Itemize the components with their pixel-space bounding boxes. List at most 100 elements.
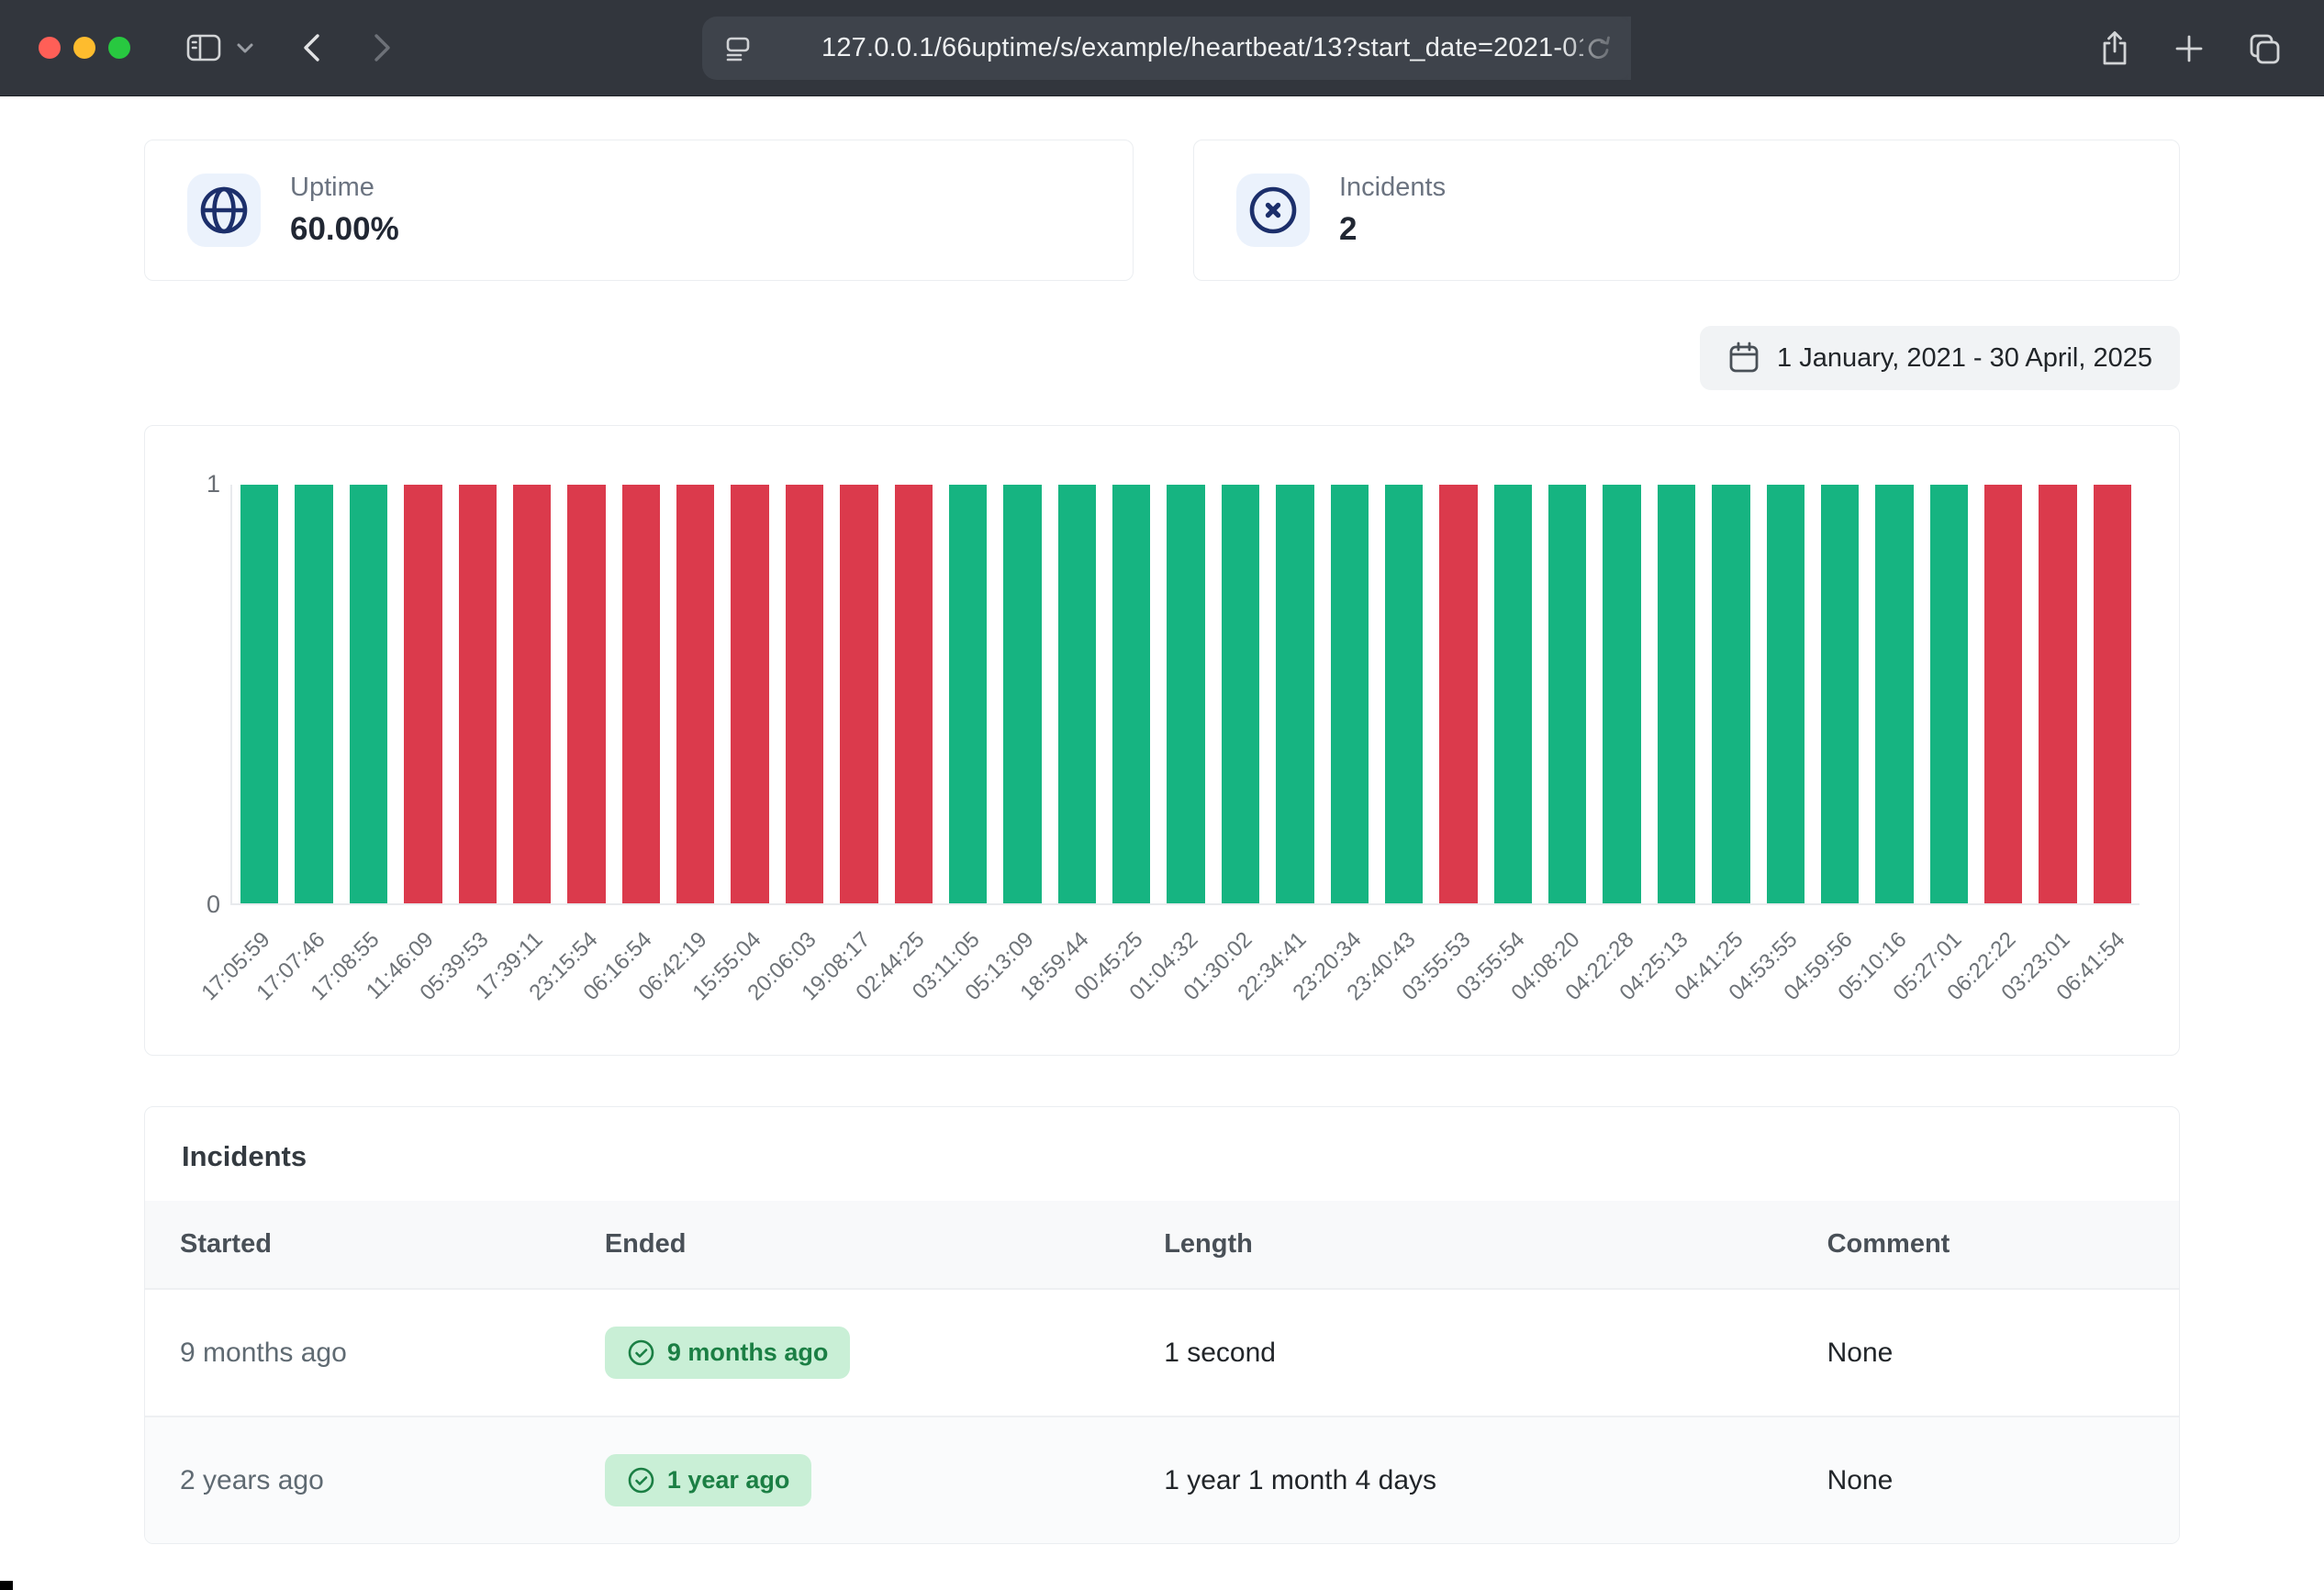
heartbeat-bar <box>2093 485 2132 903</box>
sidebar-toggle-icon[interactable] <box>185 32 222 63</box>
incident-started: 2 years ago <box>145 1416 605 1543</box>
incident-length: 1 year 1 month 4 days <box>1164 1416 1827 1543</box>
uptime-card: Uptime 60.00% <box>144 140 1134 281</box>
check-circle-icon <box>628 1467 654 1494</box>
x-axis-label: 03:55:53 <box>1397 927 1476 1006</box>
heartbeat-bar <box>1657 485 1696 903</box>
window-controls <box>39 37 130 59</box>
heartbeat-bar <box>1984 485 2023 903</box>
x-axis-label: 05:13:09 <box>960 927 1039 1006</box>
url-fade <box>1558 17 1631 80</box>
screenshot-corner-artifact <box>0 1581 13 1590</box>
forward-icon[interactable] <box>371 31 395 64</box>
x-axis-label: 23:20:34 <box>1288 927 1367 1006</box>
date-range-button[interactable]: 1 January, 2021 - 30 April, 2025 <box>1700 326 2180 390</box>
incident-row: 2 years ago 1 year ago 1 year 1 month 4 da… <box>145 1416 2179 1543</box>
heartbeat-bar <box>1712 485 1750 903</box>
uptime-label: Uptime <box>290 173 374 203</box>
y-axis-tick-0: 0 <box>206 890 220 918</box>
heartbeat-bar <box>2039 485 2077 903</box>
x-axis-label: 05:27:01 <box>1887 927 1967 1006</box>
x-axis-label: 17:05:59 <box>196 927 275 1006</box>
heartbeat-bar <box>1603 485 1641 903</box>
heartbeat-bar <box>1766 485 1804 903</box>
x-axis-label: 02:44:25 <box>851 927 930 1006</box>
heartbeat-bars <box>232 485 2140 903</box>
calendar-icon <box>1727 341 1760 375</box>
page-icon[interactable] <box>722 33 754 64</box>
x-axis-labels: 17:05:59 17:07:46 17:08:55 11:46:09 05:39:53… <box>197 914 2140 1052</box>
heartbeat-bar <box>295 485 333 903</box>
incident-length: 1 second <box>1164 1288 1827 1416</box>
resolved-badge: 9 months ago <box>604 1327 851 1379</box>
close-window-button[interactable] <box>39 37 61 59</box>
x-axis-label: 06:41:54 <box>2051 927 2130 1006</box>
incidents-table: Started Ended Length Comment 9 months ag… <box>145 1201 2179 1543</box>
x-axis-label: 01:30:02 <box>1179 927 1257 1006</box>
x-axis-label: 04:22:28 <box>1560 927 1639 1006</box>
heartbeat-bar <box>948 485 988 903</box>
new-tab-icon[interactable] <box>2173 32 2206 65</box>
heartbeat-bar <box>458 485 497 903</box>
chevron-down-icon[interactable] <box>235 41 255 54</box>
heartbeat-bar <box>1112 485 1151 903</box>
x-axis-label: 22:34:41 <box>1233 927 1312 1006</box>
x-axis-label: 00:45:25 <box>1069 927 1148 1006</box>
heartbeat-bar <box>676 485 715 903</box>
heartbeat-bar <box>1439 485 1478 903</box>
incident-ended: 9 months ago <box>666 1338 829 1366</box>
resolved-badge: 1 year ago <box>604 1454 812 1506</box>
heartbeat-bar <box>1330 485 1369 903</box>
heartbeat-chart-card: 1 0 17:05:59 17:07:46 17:08:55 11:46:09 05:3… <box>144 425 2180 1056</box>
zoom-window-button[interactable] <box>108 37 130 59</box>
x-axis-label: 04:59:56 <box>1779 927 1858 1006</box>
y-axis-tick-1: 1 <box>206 470 220 498</box>
x-axis-label: 03:55:54 <box>1451 927 1530 1006</box>
heartbeat-bar <box>1384 485 1424 903</box>
x-axis-label: 15:55:04 <box>687 927 766 1006</box>
incident-started: 9 months ago <box>145 1288 605 1416</box>
heartbeat-bar <box>567 485 606 903</box>
incident-ended-cell: 1 year ago <box>604 1416 1165 1543</box>
x-axis-label: 04:08:20 <box>1505 927 1585 1006</box>
x-axis-label: 17:08:55 <box>306 927 385 1006</box>
address-bar[interactable]: 127.0.0.1/66uptime/s/example/heartbeat/1… <box>702 17 1631 80</box>
x-axis-label: 06:16:54 <box>578 927 657 1006</box>
incidents-card: Incidents 2 <box>1193 140 2180 281</box>
heartbeat-bar <box>785 485 824 903</box>
date-range-label: 1 January, 2021 - 30 April, 2025 <box>1777 342 2152 373</box>
heartbeat-bar <box>1875 485 1914 903</box>
incidents-section: Incidents Started Ended Length Comment 9… <box>144 1106 2180 1544</box>
incidents-table-header: Started Ended Length Comment <box>145 1201 2179 1289</box>
heartbeat-bar <box>1003 485 1042 903</box>
incidents-label: Incidents <box>1339 173 1447 203</box>
url-field[interactable]: 127.0.0.1/66uptime/s/example/heartbeat/1… <box>821 33 1583 62</box>
share-icon[interactable] <box>2097 29 2132 68</box>
x-axis-label: 11:46:09 <box>362 927 440 1004</box>
back-icon[interactable] <box>299 31 323 64</box>
tabs-overview-icon[interactable] <box>2246 30 2283 67</box>
heartbeat-bar <box>1276 485 1314 903</box>
x-axis-label: 18:59:44 <box>1015 927 1094 1006</box>
heartbeat-bar <box>731 485 769 903</box>
heartbeat-bar <box>1167 485 1205 903</box>
incidents-value: 2 <box>1339 210 1358 247</box>
x-axis-label: 23:15:54 <box>524 927 603 1006</box>
heartbeat-bar <box>240 485 279 903</box>
x-circle-icon <box>1236 174 1310 247</box>
heartbeat-bar <box>1820 485 1860 903</box>
column-header-started: Started <box>180 1229 272 1259</box>
x-axis-label: 01:04:32 <box>1123 927 1203 1006</box>
x-axis-label: 19:08:17 <box>797 927 876 1006</box>
heartbeat-bar <box>1548 485 1587 903</box>
column-header-comment: Comment <box>1827 1229 1950 1259</box>
x-axis-label: 04:53:55 <box>1724 927 1803 1006</box>
globe-icon <box>187 174 261 247</box>
x-axis-label: 06:22:22 <box>1942 927 2021 1006</box>
minimize-window-button[interactable] <box>73 37 95 59</box>
x-axis-label: 20:06:03 <box>742 927 821 1006</box>
browser-toolbar: 127.0.0.1/66uptime/s/example/heartbeat/1… <box>0 0 2324 96</box>
heartbeat-bar <box>512 485 552 903</box>
incident-comment: None <box>1827 1416 2179 1543</box>
x-axis-label: 03:11:05 <box>907 927 985 1004</box>
